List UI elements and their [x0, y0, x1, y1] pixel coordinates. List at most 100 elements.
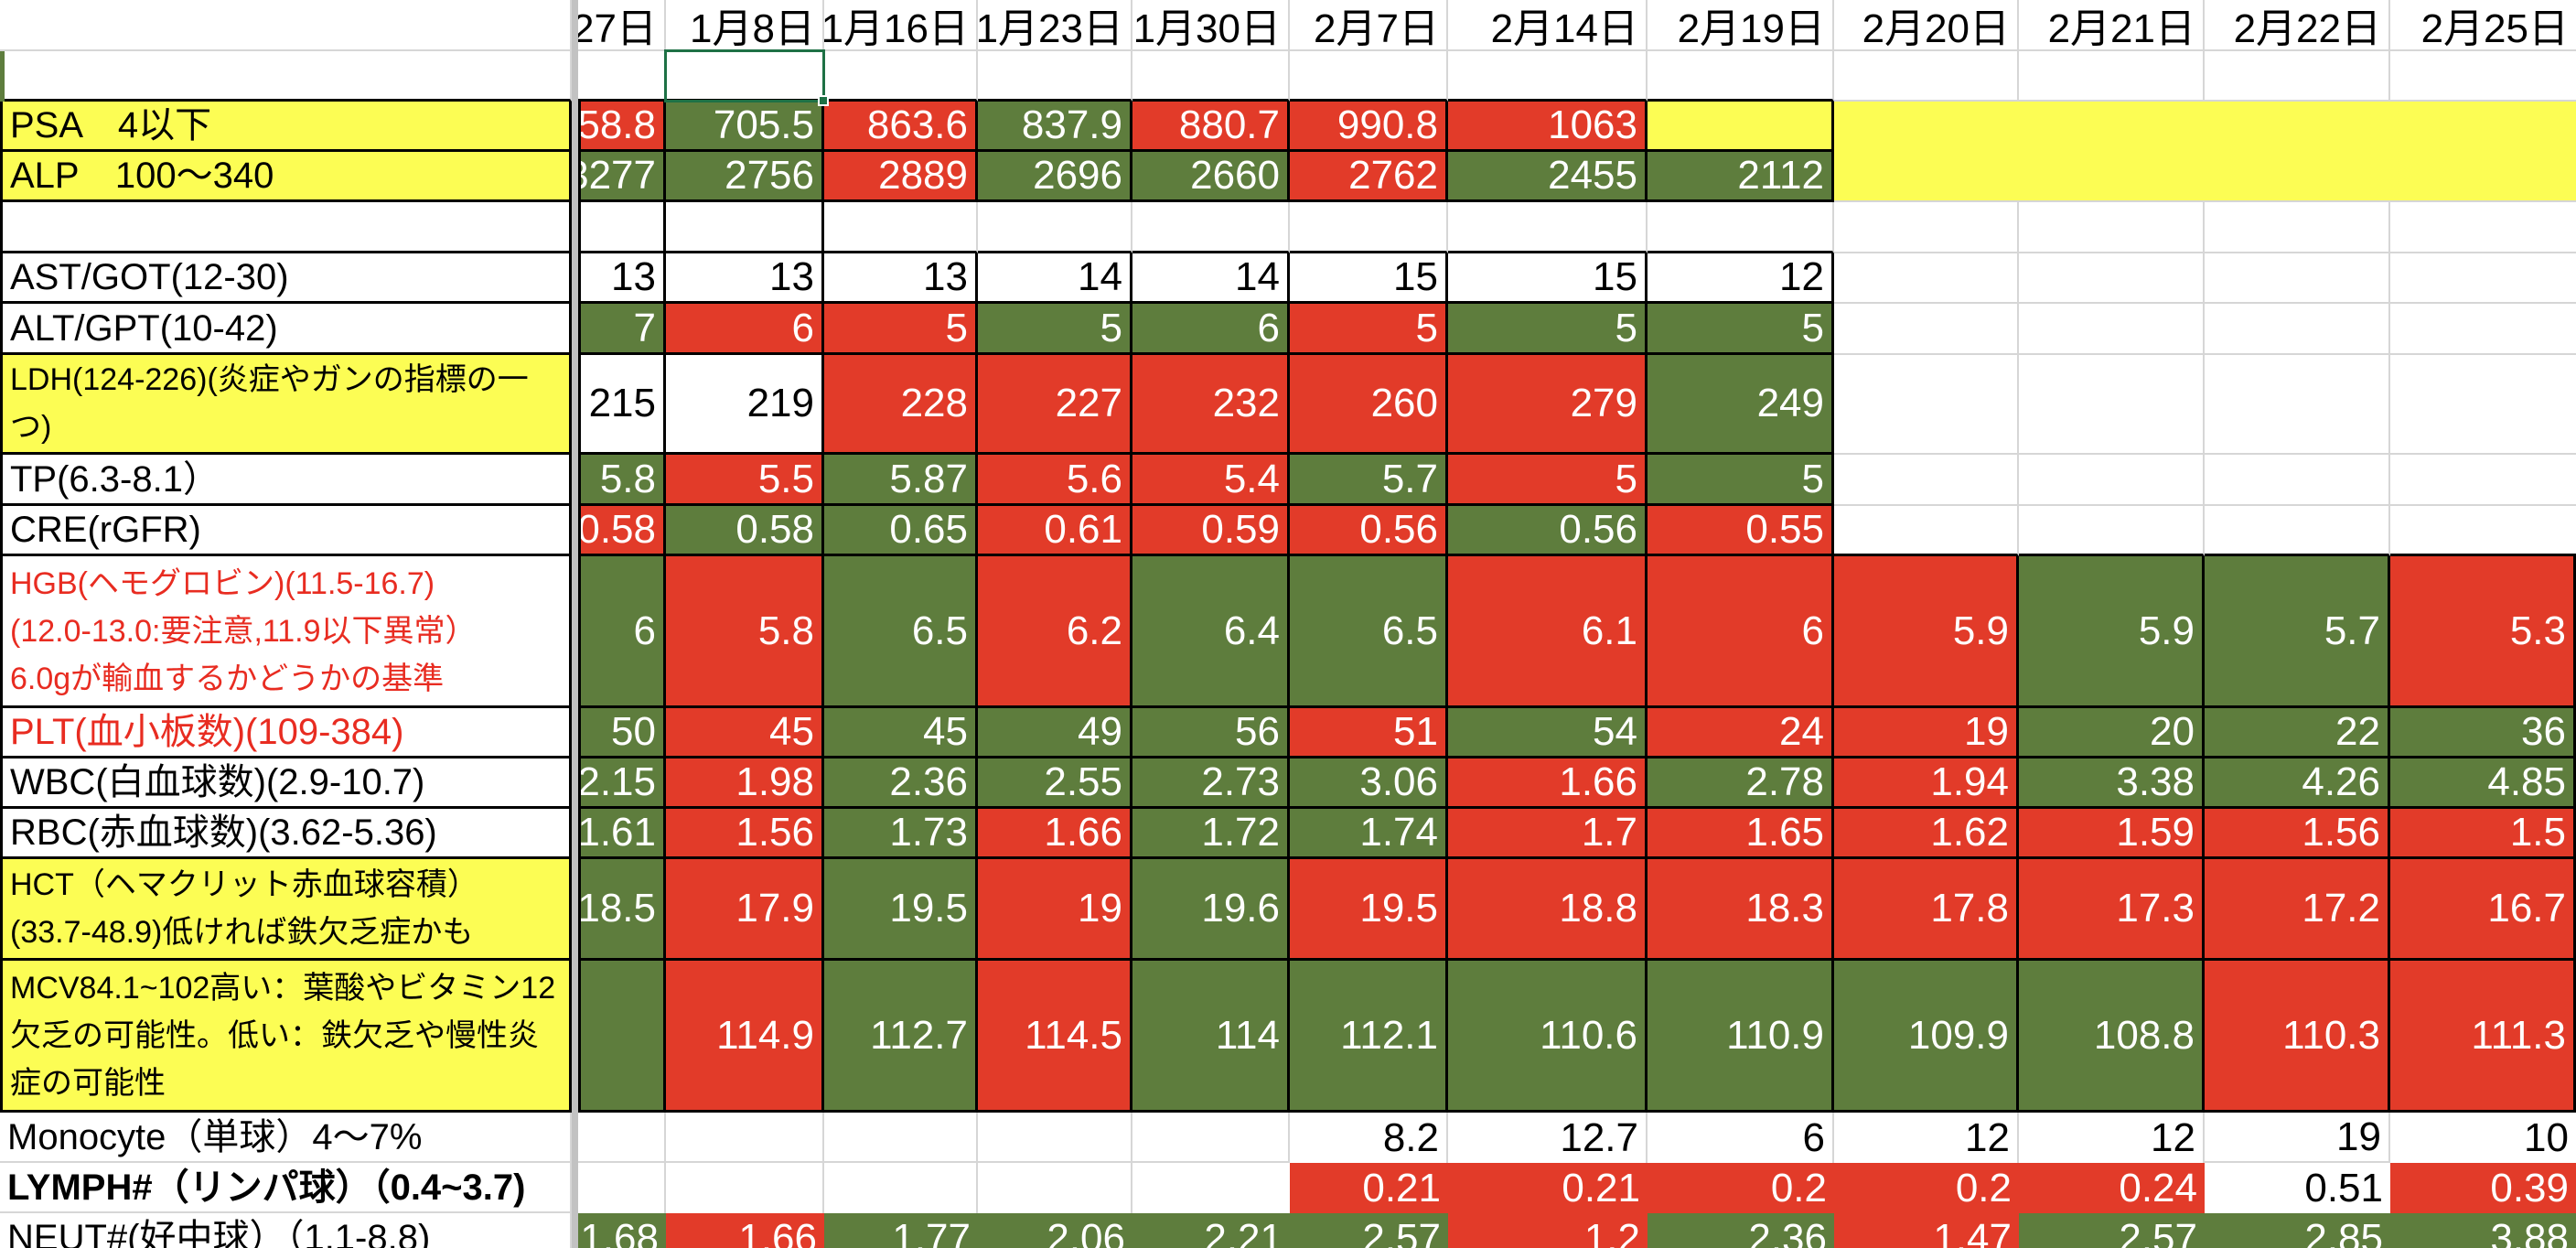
- table-cell[interactable]: [978, 51, 1132, 102]
- table-cell[interactable]: 2.36: [824, 758, 978, 809]
- table-cell[interactable]: 1.47: [1834, 1213, 2019, 1248]
- freeze-pane-divider[interactable]: [572, 809, 578, 859]
- table-cell[interactable]: 5.9: [1834, 556, 2019, 708]
- table-cell[interactable]: 2.73: [1132, 758, 1290, 809]
- table-cell[interactable]: 0.2: [1834, 1163, 2019, 1213]
- table-cell[interactable]: 0.58: [578, 506, 666, 556]
- table-cell[interactable]: [578, 961, 666, 1113]
- row-label-cell[interactable]: LDH(124-226)(炎症やガンの指標の一つ): [0, 355, 572, 455]
- table-cell[interactable]: [2390, 355, 2576, 455]
- table-cell[interactable]: [1834, 152, 2019, 202]
- table-cell[interactable]: 2660: [1132, 152, 1290, 202]
- freeze-pane-divider[interactable]: [572, 556, 578, 708]
- row-label-cell[interactable]: CRE(rGFR): [0, 506, 572, 556]
- table-cell[interactable]: 880.7: [1132, 102, 1290, 152]
- table-cell[interactable]: [2205, 506, 2390, 556]
- table-cell[interactable]: 1063: [1448, 102, 1648, 152]
- table-cell[interactable]: 13: [578, 253, 666, 304]
- table-cell[interactable]: 49: [978, 708, 1132, 758]
- table-cell[interactable]: 0.39: [2390, 1163, 2576, 1213]
- column-header[interactable]: 2月20日: [1834, 0, 2019, 51]
- table-cell[interactable]: 17.8: [1834, 859, 2019, 961]
- table-cell[interactable]: 12.7: [1448, 1113, 1648, 1163]
- row-label-cell[interactable]: Monocyte（単球）4～7%: [0, 1113, 572, 1163]
- table-cell[interactable]: 19.6: [1132, 859, 1290, 961]
- table-cell[interactable]: 2112: [1648, 152, 1834, 202]
- table-cell[interactable]: [824, 1113, 978, 1163]
- table-cell[interactable]: 260: [1290, 355, 1448, 455]
- table-cell[interactable]: 1.73: [824, 809, 978, 859]
- table-cell[interactable]: 111.3: [2390, 961, 2576, 1113]
- table-cell[interactable]: 227: [978, 355, 1132, 455]
- table-cell[interactable]: [1834, 455, 2019, 506]
- table-cell[interactable]: 112.7: [824, 961, 978, 1113]
- freeze-pane-divider[interactable]: [572, 859, 578, 961]
- table-cell[interactable]: 19.5: [1290, 859, 1448, 961]
- table-cell[interactable]: 2.85: [2205, 1213, 2390, 1248]
- row-label-cell[interactable]: HGB(ヘモグロビン)(11.5-16.7) (12.0-13.0:要注意,11…: [0, 556, 572, 708]
- table-cell[interactable]: 6.1: [1448, 556, 1648, 708]
- table-cell[interactable]: [1834, 202, 2019, 253]
- table-cell[interactable]: 112.1: [1290, 961, 1448, 1113]
- table-cell[interactable]: 5.6: [978, 455, 1132, 506]
- table-cell[interactable]: 1.74: [1290, 809, 1448, 859]
- table-cell[interactable]: 1.2: [1448, 1213, 1648, 1248]
- table-cell[interactable]: [2205, 355, 2390, 455]
- table-cell[interactable]: 50: [578, 708, 666, 758]
- table-cell[interactable]: [2205, 152, 2390, 202]
- column-header[interactable]: 1月16日: [824, 0, 978, 51]
- table-cell[interactable]: 758.8: [578, 102, 666, 152]
- table-cell[interactable]: 5: [1290, 304, 1448, 355]
- table-cell[interactable]: 5: [1648, 455, 1834, 506]
- table-cell[interactable]: 0.56: [1290, 506, 1448, 556]
- freeze-pane-divider[interactable]: [572, 102, 578, 152]
- column-header[interactable]: 2月25日: [2390, 0, 2576, 51]
- table-cell[interactable]: [2019, 506, 2205, 556]
- table-cell[interactable]: [2019, 152, 2205, 202]
- table-cell[interactable]: 109.9: [1834, 961, 2019, 1113]
- table-cell[interactable]: [578, 1113, 666, 1163]
- table-cell[interactable]: 2.78: [1648, 758, 1834, 809]
- table-cell[interactable]: [1132, 1113, 1290, 1163]
- table-cell[interactable]: [1834, 506, 2019, 556]
- table-cell[interactable]: 110.3: [2205, 961, 2390, 1113]
- table-cell[interactable]: 6.5: [824, 556, 978, 708]
- table-cell[interactable]: [2390, 102, 2576, 152]
- freeze-pane-divider[interactable]: [572, 1113, 578, 1163]
- table-cell[interactable]: 4.85: [2390, 758, 2576, 809]
- table-cell[interactable]: [1834, 253, 2019, 304]
- table-cell[interactable]: 5.9: [2019, 556, 2205, 708]
- row-label-cell[interactable]: AST/GOT(12-30): [0, 253, 572, 304]
- table-cell[interactable]: 837.9: [978, 102, 1132, 152]
- column-header[interactable]: 2月7日: [1290, 0, 1448, 51]
- table-cell[interactable]: 12: [1834, 1113, 2019, 1163]
- column-header[interactable]: 2月19日: [1648, 0, 1834, 51]
- table-cell[interactable]: 1.7: [1448, 809, 1648, 859]
- table-cell[interactable]: 2.15: [578, 758, 666, 809]
- table-cell[interactable]: [2205, 253, 2390, 304]
- table-cell[interactable]: 16.7: [2390, 859, 2576, 961]
- table-cell[interactable]: 13: [824, 253, 978, 304]
- table-cell[interactable]: [1834, 355, 2019, 455]
- row-label-cell[interactable]: ALT/GPT(10-42): [0, 304, 572, 355]
- table-cell[interactable]: 232: [1132, 355, 1290, 455]
- freeze-pane-divider[interactable]: [572, 51, 578, 102]
- row-label-cell[interactable]: LYMPH#（リンパ球）（0.4~3.7): [0, 1163, 572, 1213]
- table-cell[interactable]: 5.8: [578, 455, 666, 506]
- table-cell[interactable]: 2889: [824, 152, 978, 202]
- table-cell[interactable]: 110.9: [1648, 961, 1834, 1113]
- table-cell[interactable]: [978, 1163, 1132, 1213]
- table-cell[interactable]: 6: [1648, 556, 1834, 708]
- table-cell[interactable]: [2019, 51, 2205, 102]
- table-cell[interactable]: 1.98: [666, 758, 824, 809]
- table-cell[interactable]: 17.9: [666, 859, 824, 961]
- table-cell[interactable]: [2019, 102, 2205, 152]
- table-cell[interactable]: [1290, 202, 1448, 253]
- table-cell[interactable]: [666, 202, 824, 253]
- table-cell[interactable]: 6: [578, 556, 666, 708]
- table-cell[interactable]: [1648, 102, 1834, 152]
- column-header[interactable]: 2月22日: [2205, 0, 2390, 51]
- table-cell[interactable]: 2.36: [1648, 1213, 1834, 1248]
- table-cell[interactable]: 5.4: [1132, 455, 1290, 506]
- table-cell[interactable]: 45: [666, 708, 824, 758]
